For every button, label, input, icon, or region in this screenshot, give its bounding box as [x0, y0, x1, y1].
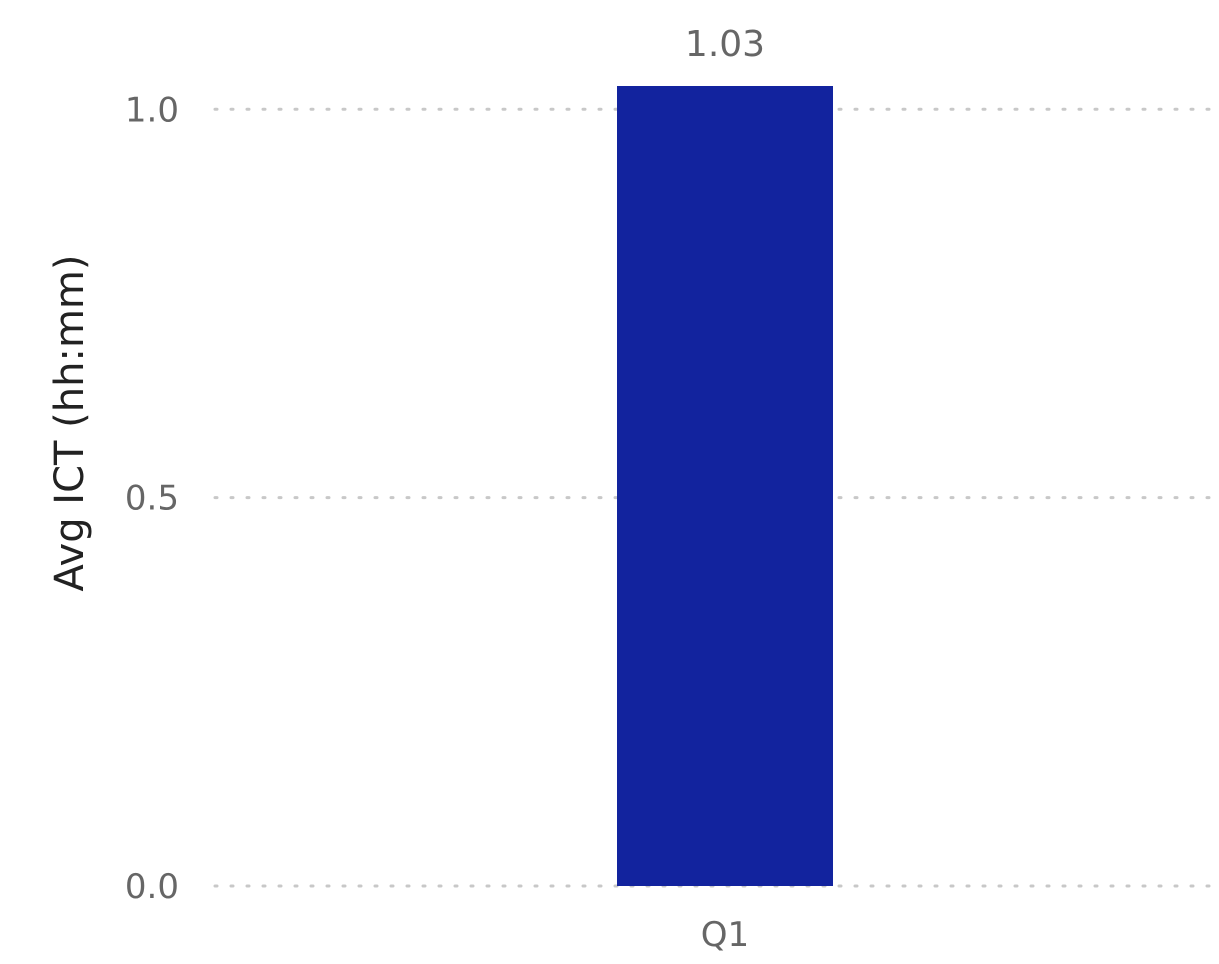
x-tick-label: Q1 [701, 915, 749, 955]
y-axis-title: Avg ICT (hh:mm) [47, 255, 93, 592]
y-axis-ticks: 0.0 0.5 1.0 [125, 90, 179, 907]
data-label: 1.03 [685, 24, 765, 65]
x-axis-ticks: Q1 [701, 915, 749, 955]
data-labels: 1.03 [685, 24, 765, 65]
bars [617, 86, 833, 886]
bar-q1[interactable] [617, 86, 833, 886]
y-tick-label: 0.0 [125, 867, 179, 907]
y-tick-label: 0.5 [125, 479, 179, 519]
y-tick-label: 1.0 [125, 90, 179, 130]
